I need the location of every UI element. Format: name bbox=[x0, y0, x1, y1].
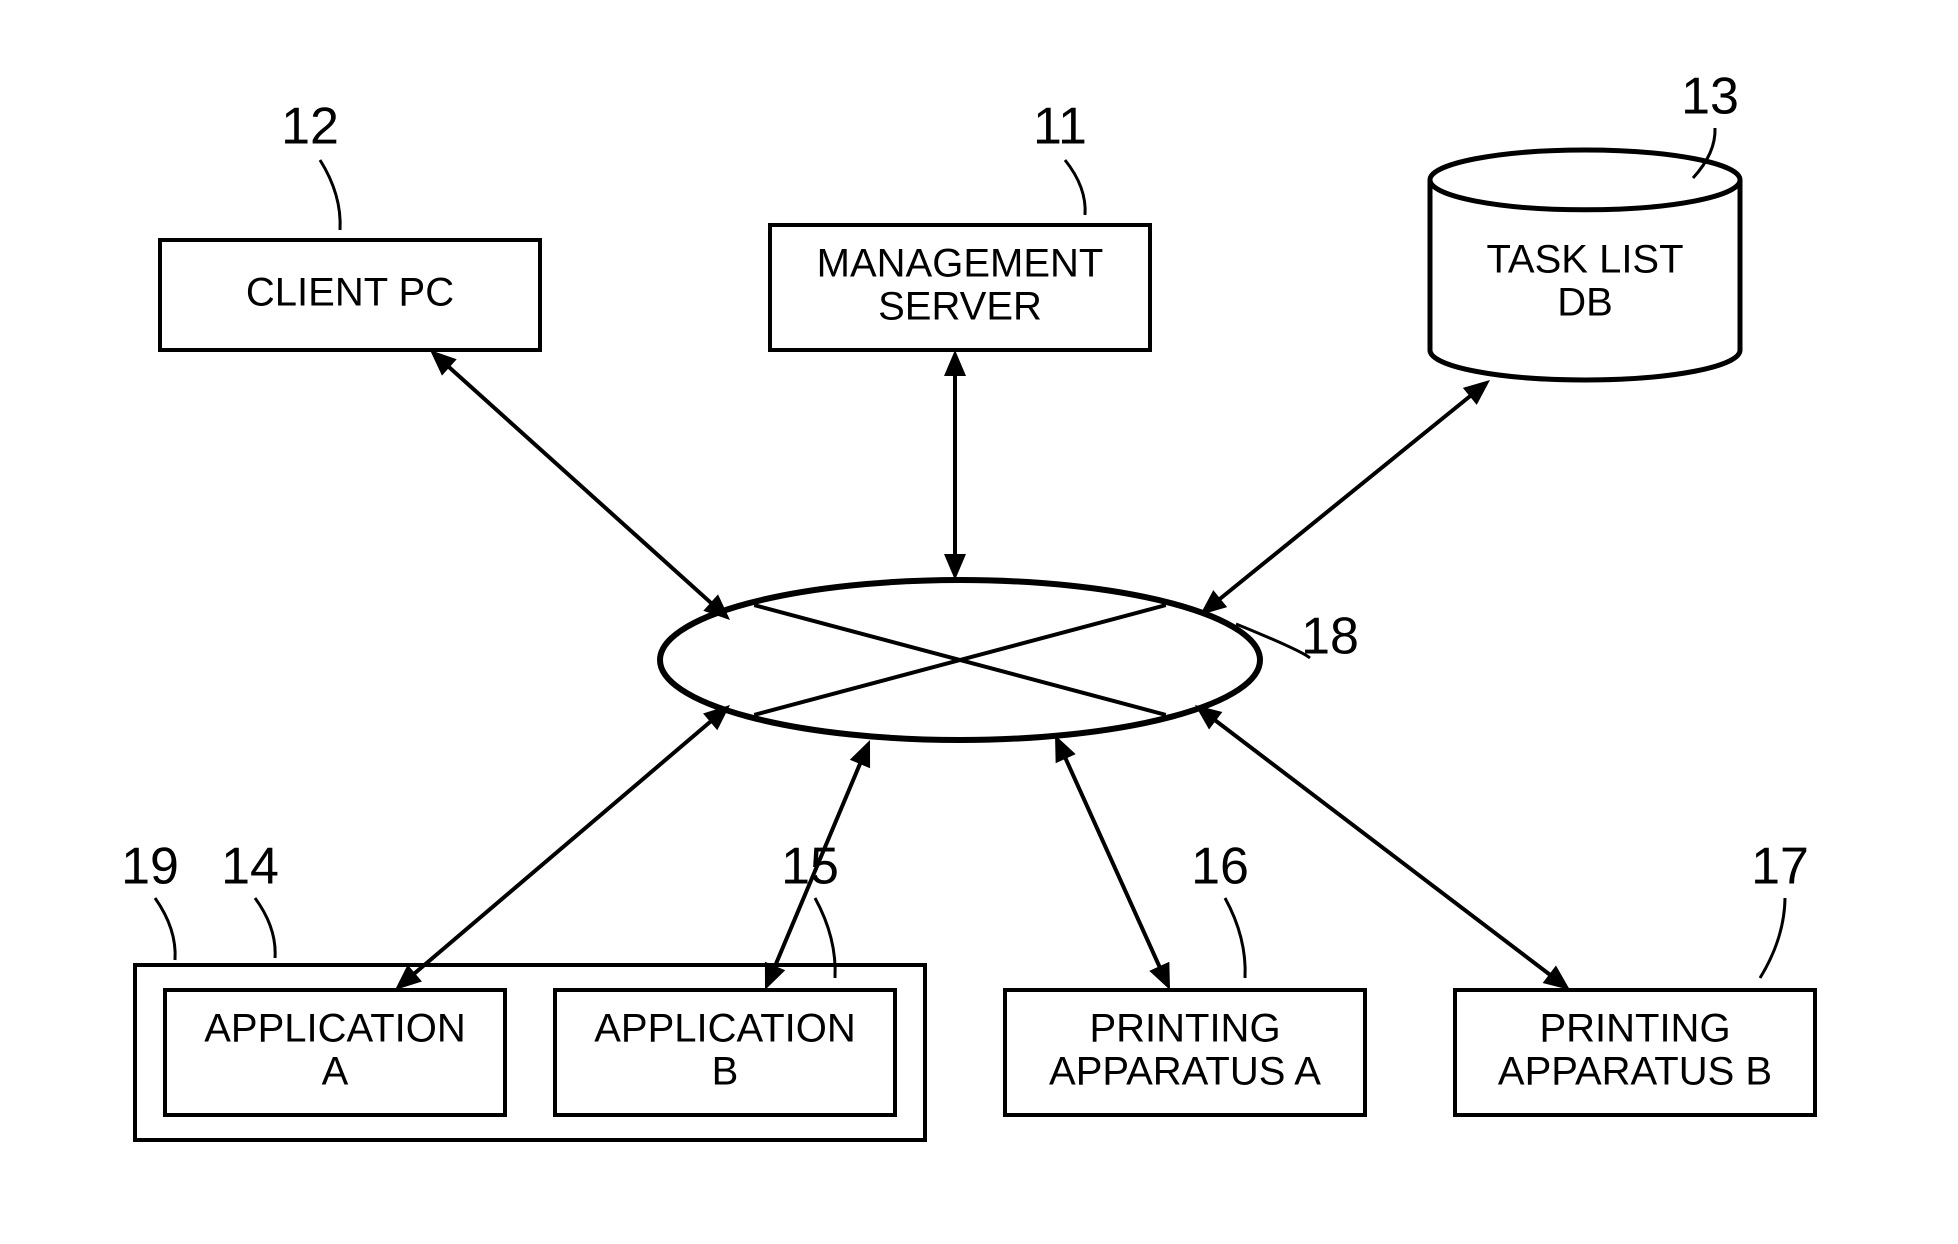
printing-apparatus-a-label-line-1: APPARATUS A bbox=[1049, 1050, 1321, 1094]
application-a-label-line-0: APPLICATION bbox=[204, 1006, 466, 1050]
management-server-label-line-1: SERVER bbox=[878, 285, 1042, 329]
edge-management-server-arrow-b bbox=[944, 554, 966, 580]
ref-14-leader bbox=[255, 898, 275, 958]
application-b-label-line-0: APPLICATION bbox=[594, 1006, 856, 1050]
edge-management-server-arrow-a bbox=[944, 350, 966, 376]
edge-task-list-db bbox=[1211, 389, 1479, 606]
task-list-db-label-line-0: TASK LIST bbox=[1486, 237, 1683, 281]
printing-apparatus-a-label-line-0: PRINTING bbox=[1089, 1006, 1280, 1050]
ref-16-leader bbox=[1225, 898, 1245, 978]
ref-11-leader bbox=[1065, 160, 1085, 215]
application-a-label-line-1: A bbox=[322, 1050, 349, 1094]
ref-12-leader bbox=[320, 160, 340, 230]
ref-13-number: 13 bbox=[1681, 68, 1739, 126]
printing-apparatus-b-label-line-1: APPARATUS B bbox=[1498, 1050, 1772, 1094]
application-b-label-line-1: B bbox=[712, 1050, 739, 1094]
edge-printing-apparatus-a bbox=[1061, 748, 1164, 977]
edge-application-a bbox=[406, 714, 719, 980]
ref-19-number: 19 bbox=[121, 838, 179, 896]
edge-client-pc bbox=[441, 360, 720, 611]
ref-16-number: 16 bbox=[1191, 838, 1249, 896]
management-server-label-line-0: MANAGEMENT bbox=[817, 241, 1104, 285]
diagram-canvas: CLIENT PC MANAGEMENTSERVER TASK LISTDB APPL… bbox=[0, 0, 1958, 1244]
task-list-db-label-line-1: DB bbox=[1557, 281, 1613, 325]
task-list-db-top bbox=[1430, 150, 1740, 210]
ref-15-number: 15 bbox=[781, 838, 839, 896]
ref-14-number: 14 bbox=[221, 838, 279, 896]
ref-18-number: 18 bbox=[1301, 608, 1359, 666]
ref-11-number: 11 bbox=[1033, 98, 1087, 156]
edge-printing-apparatus-b-arrow-b bbox=[1195, 705, 1222, 729]
ref-17-number: 17 bbox=[1751, 838, 1809, 896]
ref-12-number: 12 bbox=[281, 98, 339, 156]
edge-printing-apparatus-b-arrow-a bbox=[1543, 966, 1570, 990]
printing-apparatus-b-label-line-0: PRINTING bbox=[1539, 1006, 1730, 1050]
edge-printing-apparatus-b bbox=[1206, 714, 1558, 982]
ref-19-leader bbox=[155, 898, 175, 960]
ref-17-leader bbox=[1760, 898, 1785, 978]
client-pc-label-line-0: CLIENT PC bbox=[246, 271, 454, 315]
